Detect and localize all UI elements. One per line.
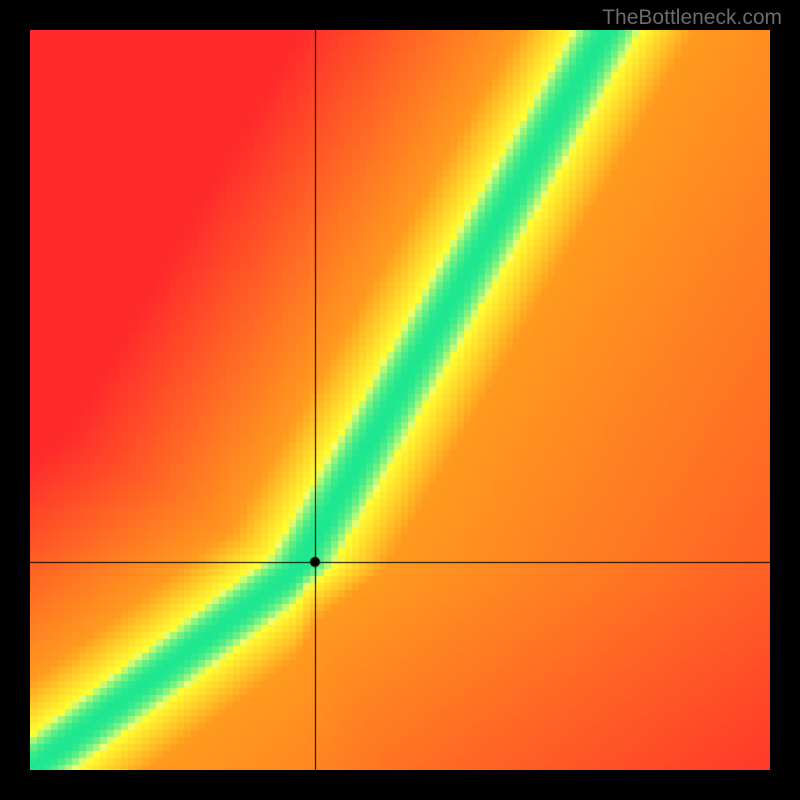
bottleneck-heatmap — [30, 30, 770, 770]
chart-container: TheBottleneck.com — [0, 0, 800, 800]
watermark-text: TheBottleneck.com — [602, 6, 782, 30]
